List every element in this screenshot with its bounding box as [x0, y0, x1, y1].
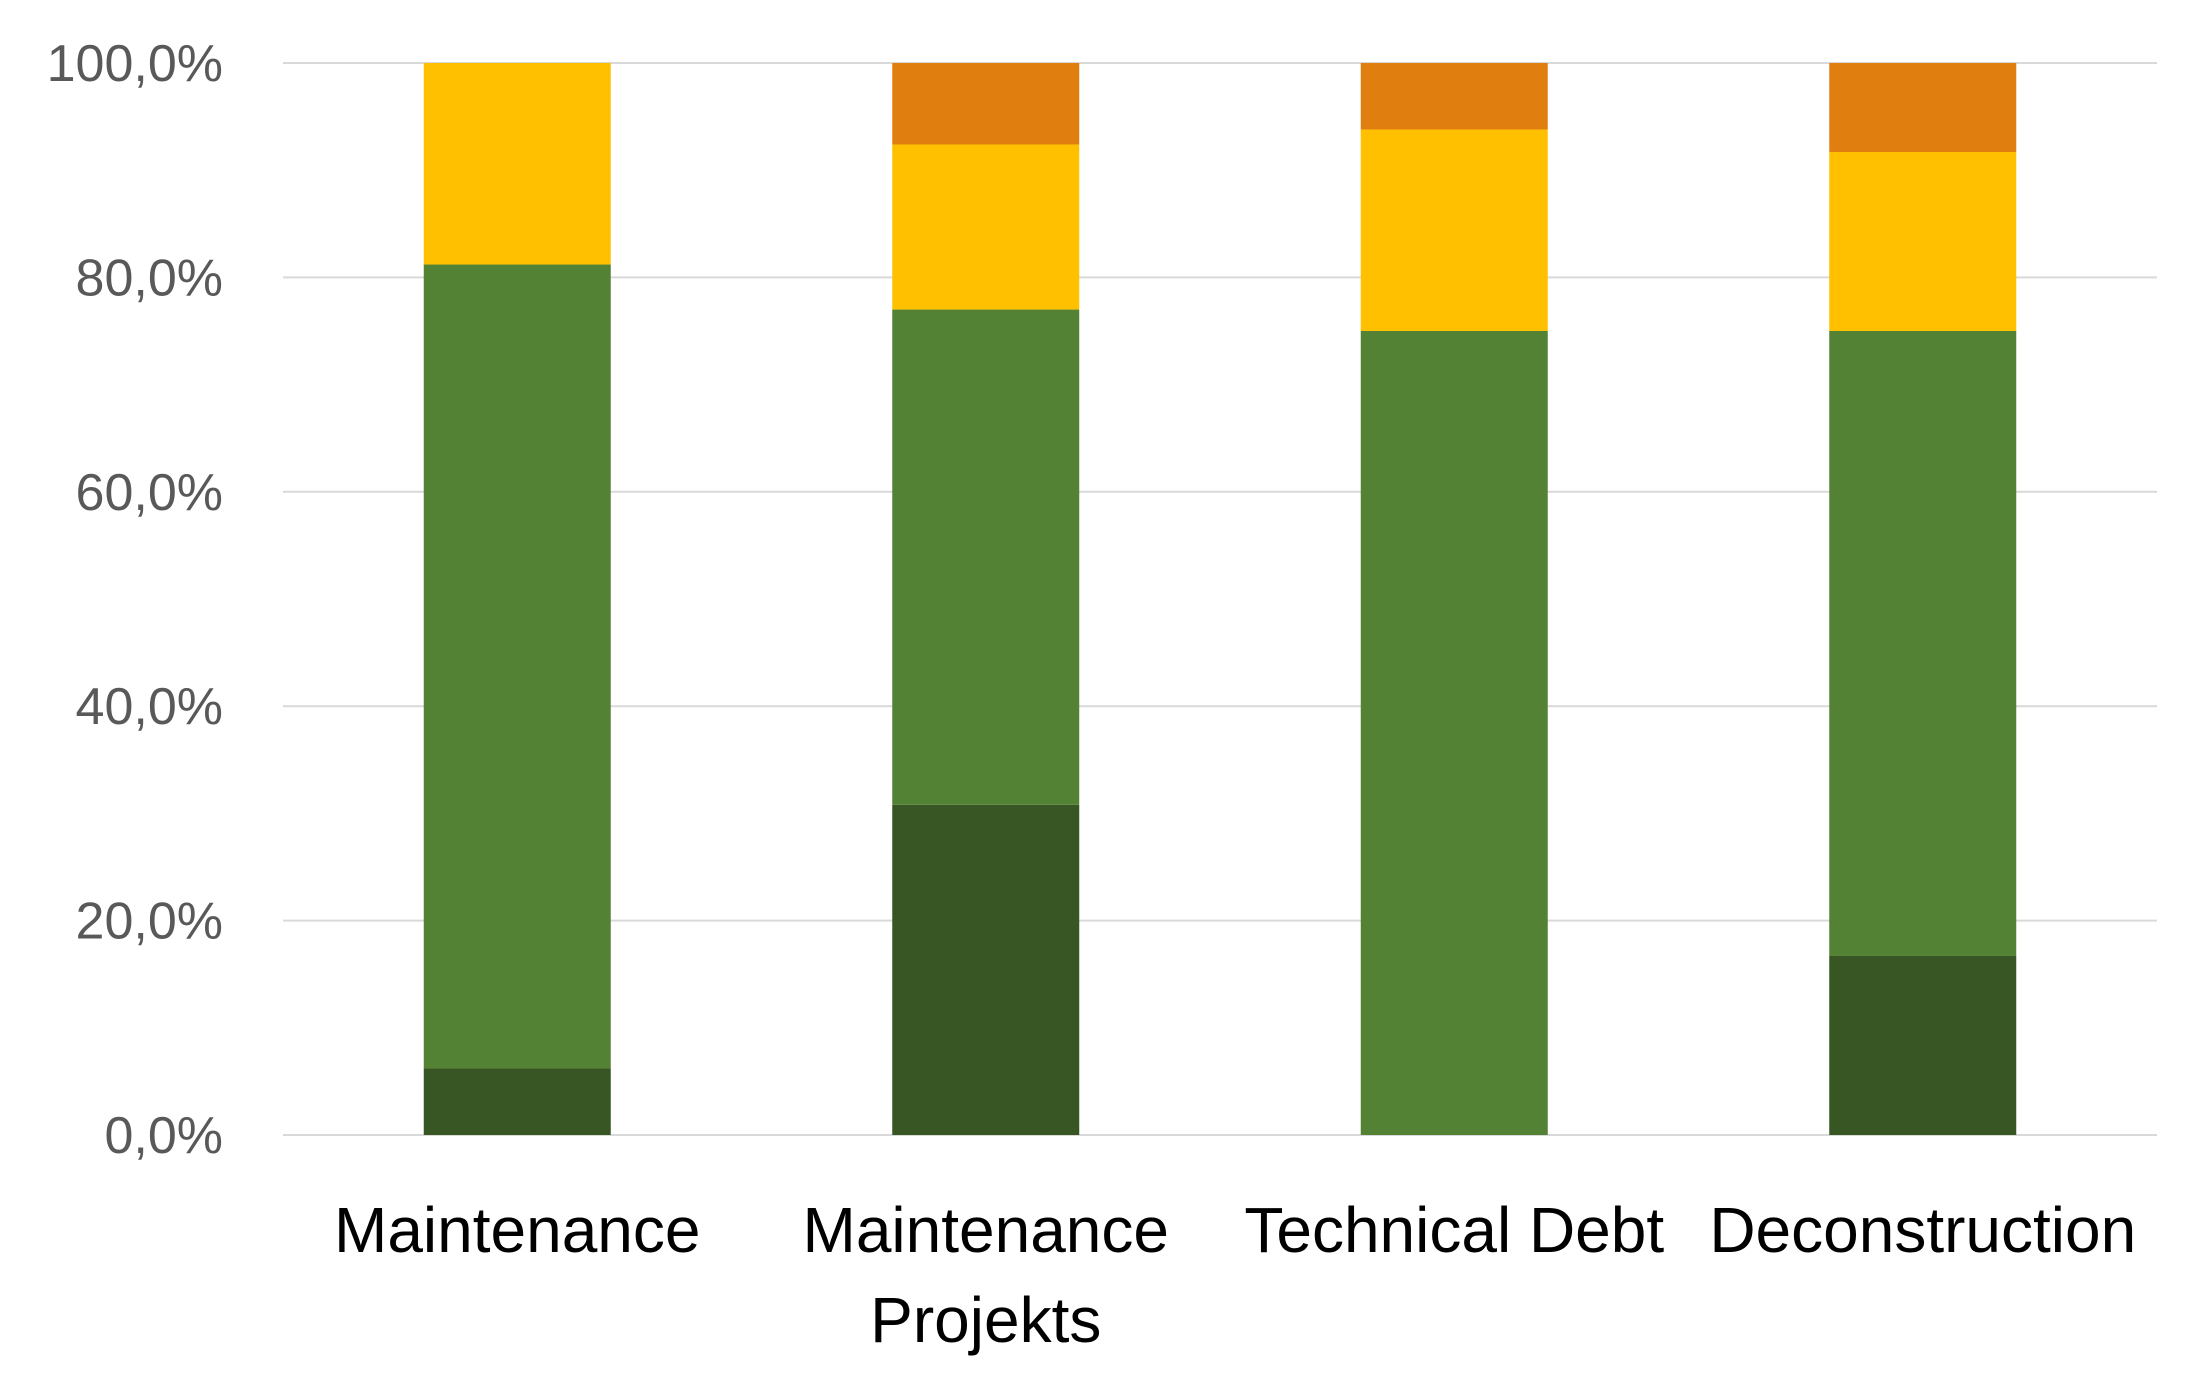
- y-axis-ticks: 0,0% 20,0% 40,0% 60,0% 80,0% 100,0%: [47, 35, 223, 1165]
- bar-segment-0-1: [423, 264, 611, 1069]
- y-tick-label: 60,0%: [76, 464, 223, 522]
- y-tick-label: 20,0%: [76, 893, 223, 951]
- x-tick-label: Projekts: [870, 1284, 1101, 1356]
- bar-segment-1-3: [892, 63, 1080, 145]
- x-tick-label: Technical Debt: [1244, 1194, 1664, 1266]
- bar-segment-2-3: [1360, 63, 1548, 130]
- bar-segment-2-1: [1360, 331, 1548, 1135]
- x-tick-label: Maintenance: [803, 1194, 1169, 1266]
- bars: [423, 63, 2017, 1135]
- y-tick-label: 40,0%: [76, 678, 223, 736]
- bar-segment-3-3: [1829, 63, 2017, 152]
- bar-segment-2-2: [1360, 129, 1548, 331]
- bar-segment-3-2: [1829, 151, 2017, 331]
- x-axis-categories: Maintenance Maintenance Projekts Technical …: [334, 1194, 2136, 1356]
- bar-segment-1-0: [892, 804, 1080, 1135]
- bar-segment-0-0: [423, 1068, 611, 1135]
- y-tick-label: 100,0%: [47, 35, 223, 93]
- x-tick-label: Deconstruction: [1709, 1194, 2136, 1266]
- bar-segment-0-2: [423, 63, 611, 265]
- bar-segment-3-1: [1829, 331, 2017, 956]
- bar-segment-1-1: [892, 309, 1080, 805]
- y-tick-label: 80,0%: [76, 249, 223, 307]
- bar-segment-3-0: [1829, 955, 2017, 1135]
- x-tick-label: Maintenance: [334, 1194, 700, 1266]
- bar-segment-1-2: [892, 144, 1080, 310]
- y-tick-label: 0,0%: [104, 1107, 223, 1165]
